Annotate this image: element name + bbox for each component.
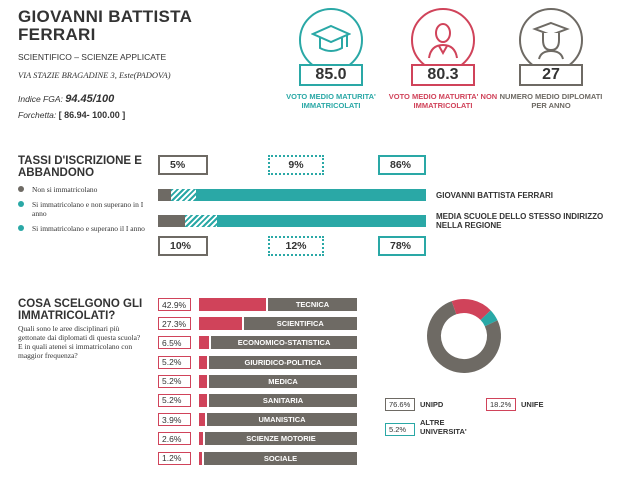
category-row: 2.6% SCIENZE MOTORIE (158, 432, 363, 446)
category-label: TECNICA (268, 298, 357, 311)
category-label: ECONOMICO-STATISTICA (211, 336, 357, 350)
category-bar-fill (199, 374, 208, 388)
uni-label-unipd: UNIPD (420, 400, 444, 409)
fga-range: Forchetta: [ 86.94- 100.00 ] (18, 110, 126, 120)
kpi-label: NUMERO MEDIO DIPLOMATI PER ANNO (499, 92, 603, 110)
category-row: 42.9% TECNICA (158, 298, 363, 311)
uni-pct-altre: 5.2% (385, 423, 415, 436)
bar-segment-dropout (184, 215, 217, 227)
category-row: 3.9% UMANISTICA (158, 413, 363, 427)
kpi-value: 27 (519, 64, 583, 86)
legend-item: Si immatricolano e superano il I anno (18, 224, 148, 233)
category-bar-fill (199, 432, 204, 446)
school-enrollment-bar (158, 189, 426, 201)
category-pct: 5.2% (158, 374, 191, 388)
category-row: 5.2% GIURIDICO-POLITICA (158, 355, 363, 369)
enrollment-legend: Non si immatricolano Si immatricolano e … (18, 185, 148, 233)
category-label: GIURIDICO-POLITICA (209, 355, 357, 369)
choices-title: COSA SCELGONO GLI IMMATRICOLATI? (18, 298, 143, 322)
choices-questions: Quali sono le aree disciplinari più gett… (18, 324, 141, 360)
school-type: SCIENTIFICO – SCIENZE APPLICATE (18, 52, 167, 62)
kpi-diplomati: 27 NUMERO MEDIO DIPLOMATI PER ANNO (496, 8, 606, 110)
uni-label-unife: UNIFE (521, 400, 544, 409)
category-bar-fill (199, 298, 266, 311)
person-silhouette-icon (411, 8, 475, 72)
category-bar-fill (199, 317, 242, 331)
category-row: 27.3% SCIENTIFICA (158, 317, 363, 331)
category-pct: 27.3% (158, 317, 191, 331)
university-donut-chart (427, 299, 501, 373)
kpi-immatricolati: 85.0 VOTO MEDIO MATURITA' IMMATRICOLATI (276, 8, 386, 110)
school-pct-passed: 86% (378, 155, 426, 175)
bar-segment-passed (195, 189, 426, 201)
category-list: 42.9% TECNICA 27.3% SCIENTIFICA 6.5% ECONOMIC… (158, 298, 363, 471)
region-enrollment-bar (158, 215, 426, 227)
legend-dot (18, 186, 24, 192)
region-row-label: MEDIA SCUOLE DELLO STESSO INDIRIZZO NELL… (436, 212, 604, 230)
category-pct: 1.2% (158, 451, 191, 465)
region-pct-passed: 78% (378, 236, 426, 256)
bar-segment-not-enrolled (158, 215, 185, 227)
category-bar-fill (199, 393, 208, 407)
category-row: 5.2% SANITARIA (158, 393, 363, 407)
school-name: GIOVANNI BATTISTA FERRARI (18, 7, 192, 44)
graduation-cap-icon (299, 8, 363, 72)
school-pct-dropout: 9% (268, 155, 324, 175)
region-pct-dropout: 12% (268, 236, 324, 256)
category-pct: 5.2% (158, 393, 191, 407)
category-row: 5.2% MEDICA (158, 374, 363, 388)
kpi-label: VOTO MEDIO MATURITA' IMMATRICOLATI (286, 92, 376, 110)
legend-item: Non si immatricolano (18, 185, 148, 194)
graduate-head-icon (519, 8, 583, 72)
category-row: 1.2% SOCIALE (158, 451, 363, 465)
category-pct: 3.9% (158, 413, 191, 427)
category-bar-fill (199, 451, 202, 465)
category-pct: 42.9% (158, 298, 191, 311)
category-label: SCIENTIFICA (243, 317, 357, 331)
legend-dot (18, 201, 24, 207)
kpi-non-immatricolati: 80.3 VOTO MEDIO MATURITA' NON IMMATRICOL… (388, 8, 498, 110)
kpi-value: 80.3 (411, 64, 475, 86)
uni-label-altre: ALTRE UNIVERSITA' (420, 418, 467, 436)
kpi-value: 85.0 (299, 64, 363, 86)
region-pct-not-enrolled: 10% (158, 236, 208, 256)
category-label: SCIENZE MOTORIE (205, 432, 357, 446)
category-pct: 2.6% (158, 432, 191, 446)
legend-item: Si immatricolano e non superano in I ann… (18, 200, 148, 218)
bar-segment-not-enrolled (158, 189, 172, 201)
category-label: UMANISTICA (207, 413, 357, 427)
donut-slice (427, 301, 501, 373)
kpi-label: VOTO MEDIO MATURITA' NON IMMATRICOLATI (388, 92, 498, 110)
bar-segment-passed (216, 215, 426, 227)
legend-dot (18, 225, 24, 231)
bar-segment-dropout (171, 189, 196, 201)
category-label: MEDICA (209, 374, 357, 388)
uni-pct-unipd: 76.6% (385, 398, 415, 411)
fga-index: Indice FGA: 94.45/100 (18, 93, 115, 105)
school-pct-not-enrolled: 5% (158, 155, 208, 175)
school-row-label: GIOVANNI BATTISTA FERRARI (436, 191, 554, 200)
enrollment-title: TASSI D'ISCRIZIONE E ABBANDONO (18, 155, 142, 179)
school-address: VIA STAZIE BRAGADINE 3, Este(PADOVA) (18, 70, 171, 80)
category-bar-fill (199, 355, 208, 369)
category-label: SOCIALE (204, 451, 357, 465)
category-label: SANITARIA (209, 393, 357, 407)
category-pct: 5.2% (158, 355, 191, 369)
category-row: 6.5% ECONOMICO-STATISTICA (158, 336, 363, 350)
donut-slice (451, 299, 491, 321)
category-bar-fill (199, 336, 210, 350)
uni-pct-unife: 18.2% (486, 398, 516, 411)
category-pct: 6.5% (158, 336, 191, 350)
donut-slice (480, 310, 498, 327)
category-bar-fill (199, 413, 206, 427)
